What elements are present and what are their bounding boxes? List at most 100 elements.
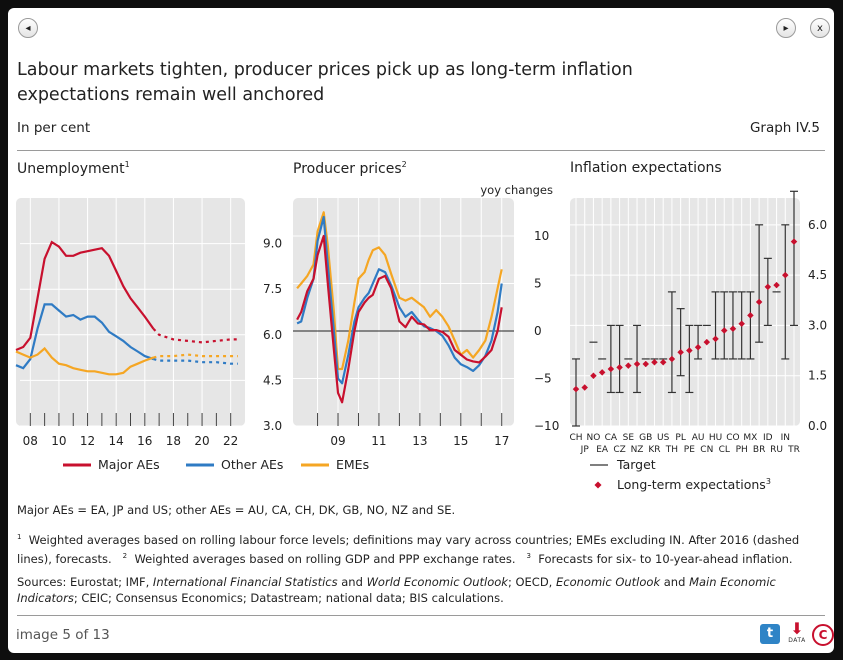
category-label: NO xyxy=(587,433,601,443)
category-label: HU xyxy=(709,433,722,443)
y-tick-label: −10 xyxy=(534,419,559,433)
graph-title: Labour markets tighten, producer prices … xyxy=(17,60,633,105)
expectation-point xyxy=(738,320,745,327)
category-label: CA xyxy=(605,433,618,443)
category-label: BR xyxy=(753,445,765,455)
note-abbreviations: Major AEs = EA, JP and US; other AEs = A… xyxy=(17,503,456,517)
y-tick-label: 4.5 xyxy=(808,268,827,282)
arrow-right-icon: ▸ xyxy=(783,23,789,34)
expectation-point xyxy=(633,360,641,368)
category-label: CO xyxy=(726,433,739,443)
x-tick-label: 14 xyxy=(109,434,124,448)
expectation-point xyxy=(686,347,693,354)
x-tick-label: 12 xyxy=(80,434,95,448)
x-tick-label: 16 xyxy=(137,434,152,448)
next-button[interactable]: ▸ xyxy=(776,18,796,38)
x-tick-label: 13 xyxy=(412,434,427,448)
expectation-point xyxy=(764,283,772,291)
lightbox-frame: ◂ ▸ x Labour markets tighten, producer p… xyxy=(8,8,834,653)
category-label: GB xyxy=(639,433,652,443)
expectation-point xyxy=(590,372,597,379)
legend-label: EMEs xyxy=(336,457,369,472)
image-counter: image 5 of 13 xyxy=(16,627,110,643)
y-tick-label: 5 xyxy=(534,277,542,291)
expectation-point xyxy=(668,355,676,363)
expectation-point xyxy=(625,362,632,369)
twitter-icon[interactable]: t xyxy=(760,624,780,644)
y-tick-label: 6.0 xyxy=(808,218,827,232)
x-tick-label: 10 xyxy=(51,434,66,448)
y-tick-label: 3.0 xyxy=(263,419,282,433)
category-label: ID xyxy=(763,433,773,443)
y-tick-label: 6.0 xyxy=(263,328,282,342)
category-label: CN xyxy=(700,445,713,455)
y-tick-label: 0.0 xyxy=(808,419,827,433)
series-line xyxy=(296,211,503,371)
expectation-point xyxy=(651,359,658,366)
category-label: AU xyxy=(692,433,705,443)
x-tick-label: 15 xyxy=(453,434,468,448)
data-download-button[interactable]: ⬇ DATA xyxy=(786,621,808,647)
divider xyxy=(17,150,825,151)
legend-note-ref: 3 xyxy=(766,477,771,486)
footnotes: 1 Weighted averages based on rolling lab… xyxy=(17,533,800,566)
y-tick-label: 1.5 xyxy=(808,369,827,383)
category-label: TR xyxy=(787,445,800,455)
expectation-point xyxy=(659,359,667,366)
expectation-point xyxy=(703,338,711,346)
expectation-point xyxy=(572,385,580,393)
expectation-point xyxy=(755,298,763,306)
legend-label: Long-term expectations3 xyxy=(617,477,771,492)
expectation-point xyxy=(712,335,719,343)
category-label: US xyxy=(657,433,670,443)
expectation-point xyxy=(677,348,684,356)
legend-expectation-swatch xyxy=(594,481,602,489)
category-label: NZ xyxy=(631,445,644,455)
divider xyxy=(17,615,825,616)
category-label: JP xyxy=(580,445,590,455)
plot-area xyxy=(570,198,800,426)
legend-label: Target xyxy=(616,457,656,472)
graph-subtitle: In per cent xyxy=(17,120,91,136)
category-label: IN xyxy=(781,433,790,443)
y-unit-label: yoy changes xyxy=(480,183,553,197)
charts-canvas: 3.0 4.5 6.0 7.5 9.0 08 10 12 14 16 18 20 22 yoy chang… xyxy=(15,183,827,492)
panel-title-unemployment: Unemployment1 xyxy=(17,160,130,177)
category-label: PE xyxy=(684,445,695,455)
series-line xyxy=(15,240,155,352)
y-tick-label: 9.0 xyxy=(263,237,282,251)
x-tick-label: 20 xyxy=(194,434,209,448)
expectation-point xyxy=(598,369,606,376)
expectation-point xyxy=(747,312,754,319)
arrow-left-icon: ◂ xyxy=(25,23,31,34)
category-label: TH xyxy=(665,445,678,455)
category-label: CL xyxy=(719,445,730,455)
y-tick-label: −5 xyxy=(534,372,552,386)
y-tick-label: 7.5 xyxy=(263,282,282,296)
series-line-forecast xyxy=(153,358,238,365)
expectation-point xyxy=(581,384,588,391)
y-tick-label: 3.0 xyxy=(808,318,827,332)
expectation-point xyxy=(607,365,615,373)
category-label: EA xyxy=(596,445,609,455)
plot-area xyxy=(16,198,245,426)
category-label: RU xyxy=(770,445,783,455)
sources: Sources: Eurostat; IMF, International Fi… xyxy=(17,575,776,605)
expectation-point xyxy=(694,343,702,351)
expectation-point xyxy=(790,238,798,245)
category-label: CH xyxy=(569,433,582,443)
panel-title-producer: Producer prices2 xyxy=(293,160,407,177)
legend-label: Major AEs xyxy=(98,457,160,472)
close-icon: x xyxy=(817,23,823,34)
x-tick-label: 17 xyxy=(494,434,509,448)
close-button[interactable]: x xyxy=(810,18,830,38)
expectation-point xyxy=(642,360,650,368)
category-label: PL xyxy=(675,433,685,443)
prev-button[interactable]: ◂ xyxy=(18,18,38,38)
graph-id: Graph IV.5 xyxy=(749,120,820,136)
y-tick-label: 4.5 xyxy=(263,373,282,387)
download-icon: ⬇ xyxy=(790,619,804,638)
legend-label: Other AEs xyxy=(221,457,283,472)
copyright-icon[interactable]: C xyxy=(812,624,834,646)
series-line xyxy=(15,303,154,370)
